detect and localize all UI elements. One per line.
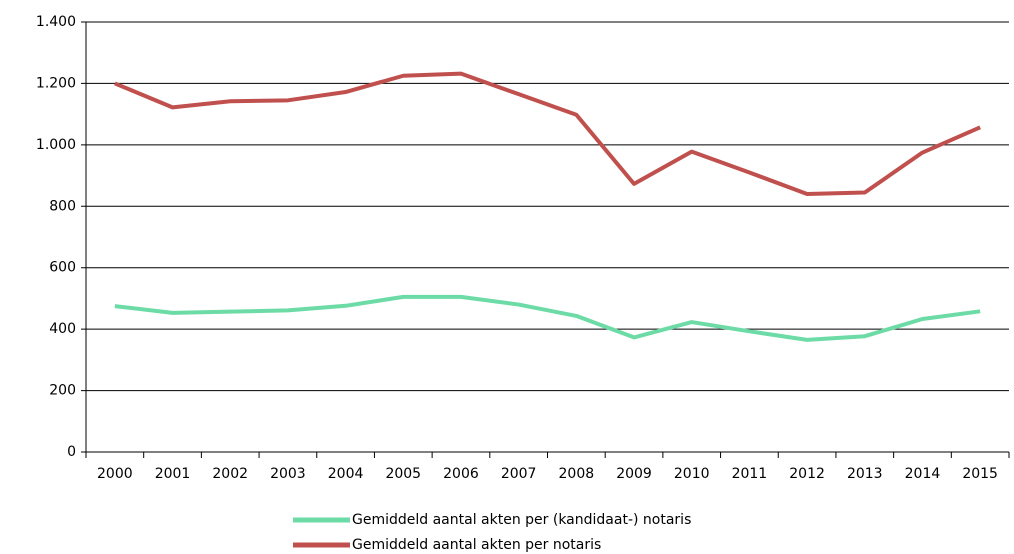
x-tick-label: 2008 xyxy=(559,466,595,482)
x-tick-label: 2004 xyxy=(328,466,364,482)
y-tick-label: 400 xyxy=(49,321,76,337)
x-tick-label: 2000 xyxy=(97,466,133,482)
y-tick-label: 200 xyxy=(49,383,76,399)
legend-label: Gemiddeld aantal akten per notaris xyxy=(352,537,601,553)
x-tick-label: 2006 xyxy=(443,466,479,482)
x-tick-label: 2005 xyxy=(385,466,421,482)
y-tick-label: 1.200 xyxy=(36,75,76,91)
series-line xyxy=(114,71,981,196)
x-tick-label: 2013 xyxy=(847,466,883,482)
x-tick-label: 2015 xyxy=(962,466,998,482)
legend-label: Gemiddeld aantal akten per (kandidaat-) … xyxy=(352,512,691,528)
y-tick-label: 1.000 xyxy=(36,137,76,153)
series-line xyxy=(114,294,981,342)
x-tick-label: 2010 xyxy=(674,466,710,482)
x-tick-label: 2003 xyxy=(270,466,306,482)
y-tick-label: 600 xyxy=(49,260,76,276)
y-tick-label: 1.400 xyxy=(36,14,76,30)
x-tick-label: 2007 xyxy=(501,466,537,482)
x-tick-label: 2012 xyxy=(789,466,825,482)
x-tick-label: 2001 xyxy=(155,466,191,482)
x-tick-label: 2014 xyxy=(905,466,941,482)
y-tick-label: 800 xyxy=(49,198,76,214)
x-tick-label: 2009 xyxy=(616,466,652,482)
x-tick-label: 2002 xyxy=(212,466,248,482)
x-tick-label: 2011 xyxy=(732,466,768,482)
y-tick-label: 0 xyxy=(67,444,76,460)
